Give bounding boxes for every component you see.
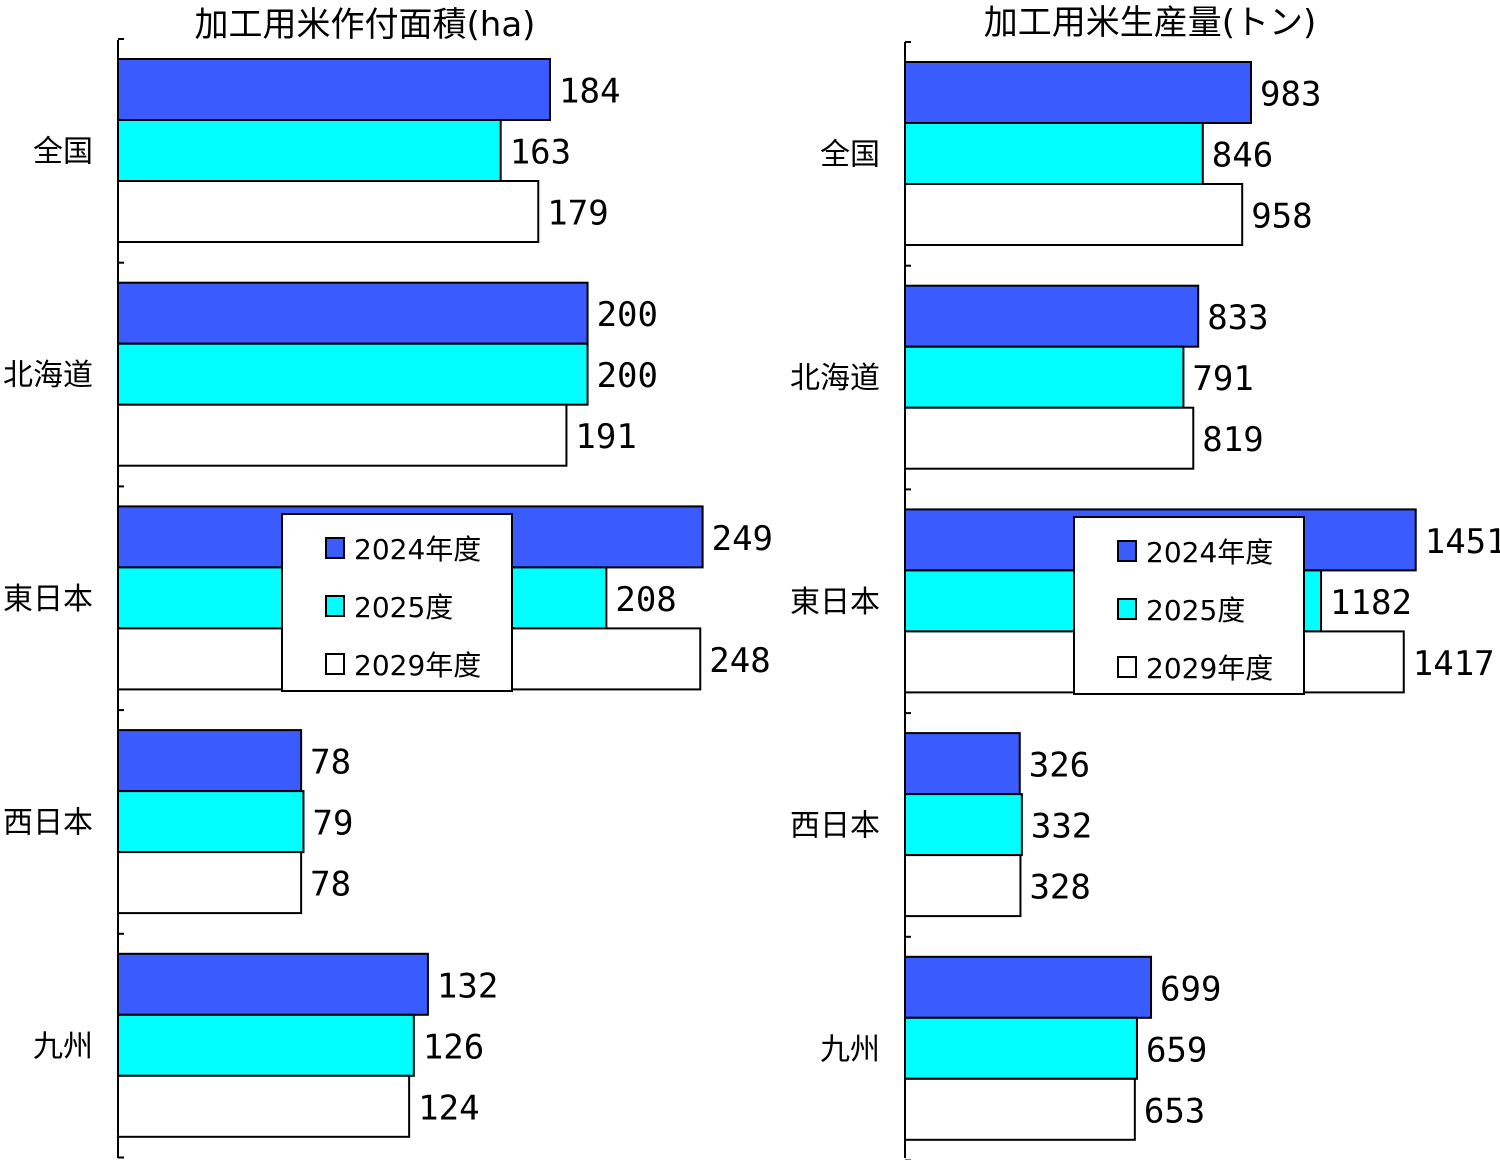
- legend-box: [1073, 516, 1305, 695]
- category-label: 全国: [820, 138, 880, 173]
- category-label: 北海道: [790, 361, 880, 396]
- data-label: 958: [1251, 197, 1312, 237]
- category-label: 北海道: [3, 358, 93, 393]
- data-label: 132: [437, 966, 498, 1006]
- bar-1: [117, 342, 589, 406]
- bar-1: [904, 345, 1185, 409]
- bar-0: [117, 729, 303, 793]
- bar-1: [904, 1016, 1138, 1080]
- data-label: 126: [423, 1027, 484, 1067]
- bar-1: [117, 790, 305, 854]
- data-label: 833: [1207, 298, 1268, 338]
- bar-0: [904, 61, 1252, 124]
- legend-swatch-0: [325, 537, 345, 559]
- category-label: 東日本: [3, 582, 93, 617]
- data-label: 184: [559, 72, 620, 112]
- category-label: 九州: [33, 1029, 93, 1064]
- data-label: 659: [1146, 1030, 1207, 1070]
- legend-swatch-1: [1117, 598, 1137, 620]
- data-label: 791: [1192, 359, 1253, 399]
- legend-label: 2024年度: [354, 533, 481, 566]
- bar-0: [117, 58, 551, 121]
- bar-2: [904, 406, 1195, 470]
- category-label: 西日本: [3, 806, 93, 841]
- bar-2: [904, 854, 1022, 918]
- data-label: 326: [1029, 746, 1090, 786]
- bar-0: [904, 284, 1200, 348]
- bar-1: [904, 793, 1023, 857]
- legend-label: 2025度: [354, 591, 453, 624]
- bar-1: [117, 1013, 415, 1077]
- bar-0: [117, 281, 589, 345]
- legend-label: 2025度: [1146, 594, 1245, 627]
- category-label: 九州: [820, 1032, 880, 1067]
- legend-label: 2029年度: [1146, 652, 1273, 685]
- data-label: 124: [418, 1088, 479, 1128]
- data-label: 248: [709, 641, 770, 681]
- data-label: 79: [312, 804, 353, 844]
- data-label: 163: [510, 133, 571, 173]
- legend-swatch-2: [325, 653, 345, 675]
- category-label: 東日本: [790, 585, 880, 620]
- data-label: 653: [1144, 1091, 1205, 1131]
- bar-2: [904, 183, 1244, 246]
- legend-label: 2029年度: [354, 649, 481, 682]
- data-label: 819: [1202, 420, 1263, 460]
- data-label: 846: [1212, 136, 1273, 176]
- legend-label: 2024年度: [1146, 536, 1273, 569]
- bar-2: [117, 180, 540, 243]
- chart-title: 加工用米生産量(トン): [984, 3, 1317, 43]
- data-label: 78: [310, 865, 351, 905]
- data-label: 208: [615, 580, 676, 620]
- data-label: 191: [575, 417, 636, 457]
- bar-1: [117, 119, 502, 182]
- bar-0: [904, 955, 1153, 1019]
- data-label: 200: [597, 295, 658, 335]
- bar-2: [904, 1077, 1136, 1141]
- bar-1: [904, 122, 1204, 185]
- data-label: 699: [1160, 969, 1221, 1009]
- data-label: 332: [1031, 807, 1092, 847]
- data-label: 179: [547, 194, 608, 234]
- bar-0: [117, 952, 429, 1016]
- bar-2: [117, 851, 303, 915]
- bar-0: [904, 732, 1021, 796]
- legend-box: [281, 513, 513, 692]
- legend-swatch-0: [1117, 540, 1137, 562]
- data-label: 1417: [1413, 644, 1495, 684]
- data-label: 328: [1029, 868, 1090, 908]
- bar-2: [117, 403, 568, 467]
- category-label: 西日本: [790, 809, 880, 844]
- data-label: 200: [597, 356, 658, 396]
- data-label: 983: [1260, 75, 1321, 115]
- chart-title: 加工用米作付面積(ha): [195, 5, 536, 45]
- data-label: 1182: [1330, 583, 1412, 623]
- bar-2: [117, 1074, 411, 1138]
- data-label: 1451: [1425, 522, 1500, 562]
- category-label: 全国: [33, 135, 93, 170]
- data-label: 249: [712, 519, 773, 559]
- data-label: 78: [310, 743, 351, 783]
- legend-swatch-1: [325, 595, 345, 617]
- legend-swatch-2: [1117, 656, 1137, 678]
